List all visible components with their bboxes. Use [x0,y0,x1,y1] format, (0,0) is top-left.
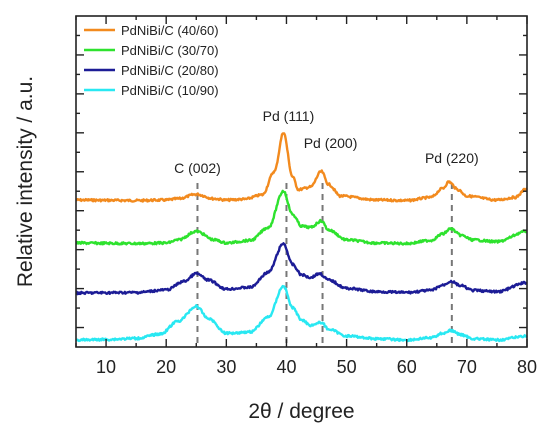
data-series [75,132,528,343]
plot-frame [75,15,528,348]
legend-label: PdNiBi/C (40/60) [121,23,219,38]
x-tick-label: 30 [216,357,236,377]
legend-label: PdNiBi/C (30/70) [121,43,219,58]
peak-annotations: C (002) Pd (111) Pd (200) Pd (220) [174,108,479,176]
peak-label: Pd (111) [263,108,315,124]
y-axis-title: Relative intensity / a.u. [14,76,37,287]
peak-label: Pd (220) [425,150,479,166]
peak-label: C (002) [174,160,221,176]
series-line [75,284,528,343]
peak-label: Pd (200) [304,135,358,151]
series-line [75,132,528,203]
x-tick-label: 70 [457,357,477,377]
x-axis-title: 2θ / degree [248,400,354,423]
x-tick-label: 60 [397,357,417,377]
x-tick-label: 50 [337,357,357,377]
series-line [75,242,528,296]
reference-lines [196,183,453,347]
axes: 10 20 30 40 50 60 70 80 2θ / degree Relative inte… [14,15,537,423]
x-tick-label: 20 [156,357,176,377]
legend: PdNiBi/C (40/60) PdNiBi/C (30/70) PdNiBi/C… [84,23,219,98]
x-tick-label: 40 [276,357,296,377]
x-tick-label: 80 [517,357,537,377]
x-tick-label: 10 [96,357,116,377]
series-line [75,189,528,246]
legend-label: PdNiBi/C (10/90) [121,83,219,98]
legend-label: PdNiBi/C (20/80) [121,63,219,78]
